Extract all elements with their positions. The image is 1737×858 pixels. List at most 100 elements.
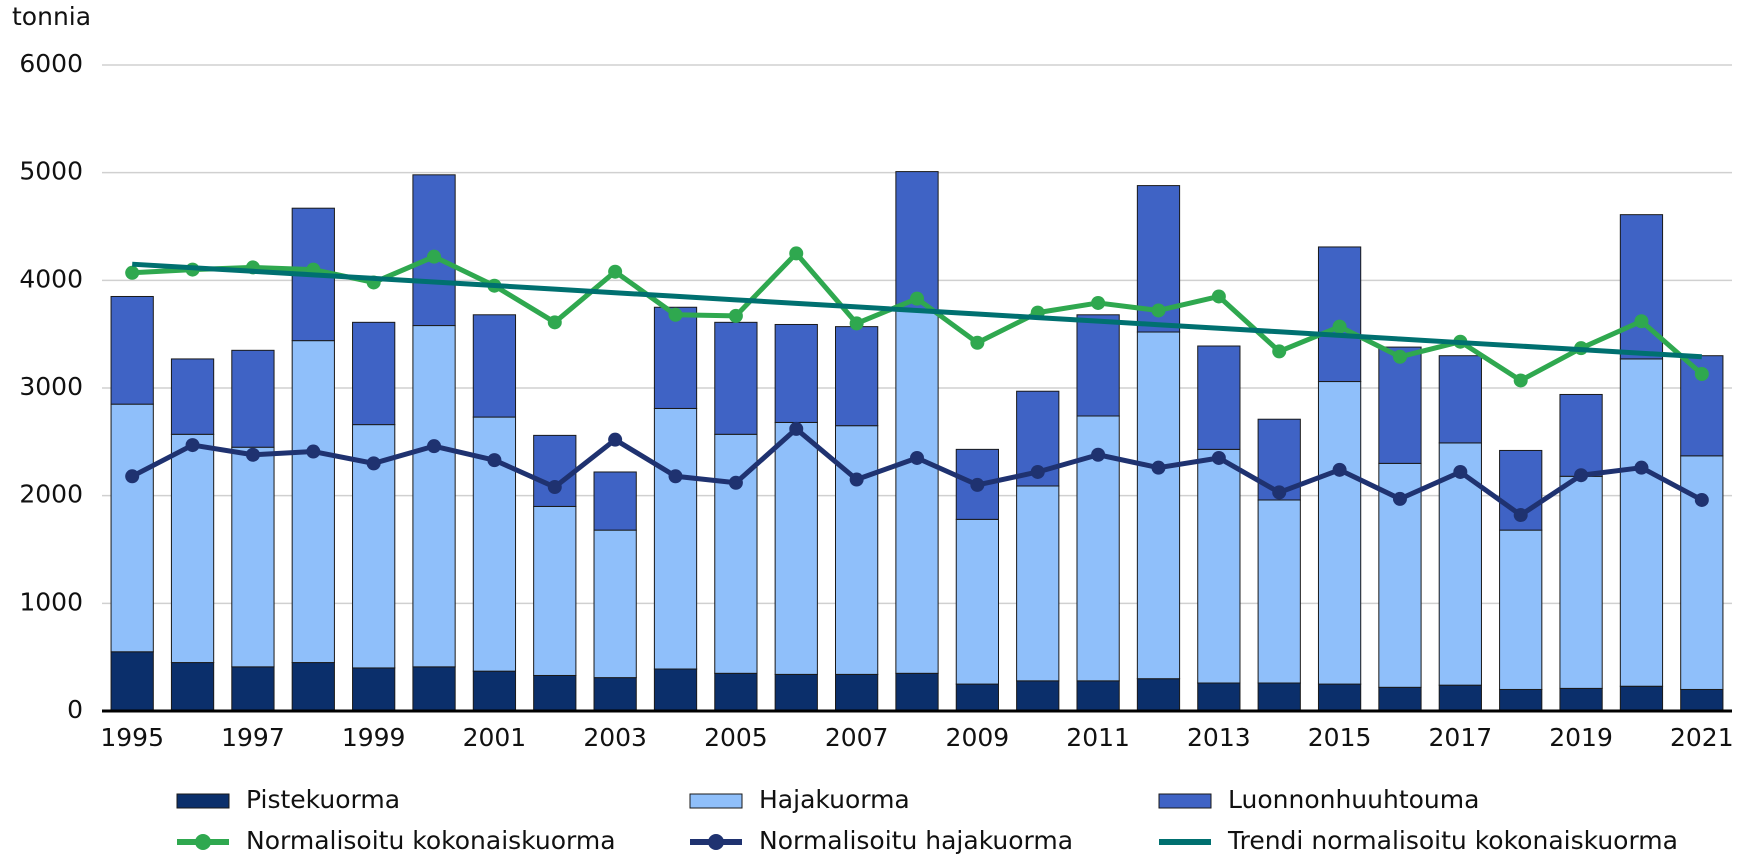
line-marker (1392, 491, 1407, 506)
x-tick-label: 2011 (1066, 723, 1130, 752)
line-marker (1332, 462, 1347, 477)
y-tick-label: 5000 (19, 157, 83, 186)
bar (1378, 686, 1422, 712)
bar (653, 407, 698, 670)
x-tick-label: 2019 (1549, 723, 1613, 752)
bar (774, 673, 818, 712)
line-marker (1211, 289, 1226, 304)
line-marker (1694, 492, 1709, 507)
line-marker (970, 477, 985, 492)
bar (291, 340, 335, 664)
x-tick-label: 2015 (1308, 723, 1372, 752)
line-marker (1091, 447, 1106, 462)
bar (533, 674, 577, 712)
line-marker (427, 439, 442, 454)
line-marker (668, 307, 683, 322)
bar (1317, 246, 1362, 383)
bar (774, 323, 818, 423)
line-marker (608, 432, 623, 447)
line-marker (1332, 319, 1347, 334)
line-marker (1453, 464, 1468, 479)
x-tick-label: 1999 (342, 723, 406, 752)
x-tick-label: 2005 (704, 723, 768, 752)
bar (1559, 687, 1603, 712)
bar (533, 505, 577, 676)
bar (1197, 682, 1241, 712)
x-tick-label: 2009 (946, 723, 1010, 752)
bar (1317, 381, 1362, 685)
bar (714, 433, 758, 674)
bar (714, 672, 758, 712)
legend-marker (195, 834, 211, 850)
y-tick-label: 2000 (19, 480, 83, 509)
y-tick-label: 0 (67, 695, 83, 724)
line-marker (910, 291, 924, 306)
bar (352, 667, 396, 712)
bar (472, 670, 517, 712)
legend-label: Hajakuorma (759, 785, 910, 814)
line (132, 261, 1702, 360)
line-marker (789, 246, 804, 261)
legend-swatch (689, 793, 743, 809)
legend-swatch (1158, 793, 1212, 809)
bar (412, 666, 456, 712)
bar (170, 358, 215, 435)
y-tick-label: 1000 (19, 587, 83, 616)
bar (1680, 688, 1724, 712)
bar (1499, 529, 1543, 690)
line-marker (849, 316, 864, 331)
line-marker (245, 447, 260, 462)
line-marker (1211, 450, 1226, 465)
y-tick-label: 3000 (19, 372, 83, 401)
line-marker (1392, 349, 1407, 364)
bar (835, 326, 879, 427)
bar (1438, 355, 1482, 444)
line-marker (1272, 485, 1287, 500)
line-marker (1091, 295, 1106, 310)
line-marker (608, 264, 623, 279)
bar (1076, 680, 1120, 712)
legend-label: Trendi normalisoitu kokonaiskuorma (1227, 826, 1678, 855)
bar (955, 683, 999, 712)
bar (412, 325, 456, 668)
line-marker (1151, 460, 1166, 475)
line-marker (125, 469, 140, 484)
bar (291, 662, 335, 712)
line-marker (1634, 460, 1649, 475)
bar (653, 668, 698, 712)
legend-label: Normalisoitu hajakuorma (759, 826, 1073, 855)
legend-marker (708, 834, 724, 850)
x-tick-label: 1997 (221, 723, 285, 752)
y-tick-label: 4000 (19, 264, 83, 293)
line-marker (487, 453, 502, 468)
line-marker (547, 480, 562, 495)
line-marker (970, 335, 985, 350)
line-marker (125, 265, 140, 280)
bar (653, 306, 698, 409)
bar (1257, 499, 1301, 684)
x-tick-label: 2017 (1429, 723, 1493, 752)
bar (1559, 475, 1603, 689)
bar (1016, 680, 1060, 712)
bar (1136, 331, 1181, 680)
bar (895, 171, 939, 311)
line-marker (849, 472, 864, 487)
line-marker (1513, 508, 1528, 523)
line-marker (728, 475, 743, 490)
x-tick-label: 2021 (1670, 723, 1734, 752)
bar (593, 529, 637, 679)
bar (110, 651, 154, 712)
bar (895, 309, 939, 674)
line-marker (1513, 373, 1528, 388)
bar (593, 677, 637, 712)
bar (533, 434, 577, 507)
bar (231, 446, 275, 668)
line-marker (668, 469, 683, 484)
bar (231, 666, 275, 712)
bar (1317, 683, 1362, 712)
bar (231, 349, 275, 448)
line-marker (1694, 367, 1709, 382)
bar (472, 314, 517, 418)
bar (774, 421, 818, 675)
